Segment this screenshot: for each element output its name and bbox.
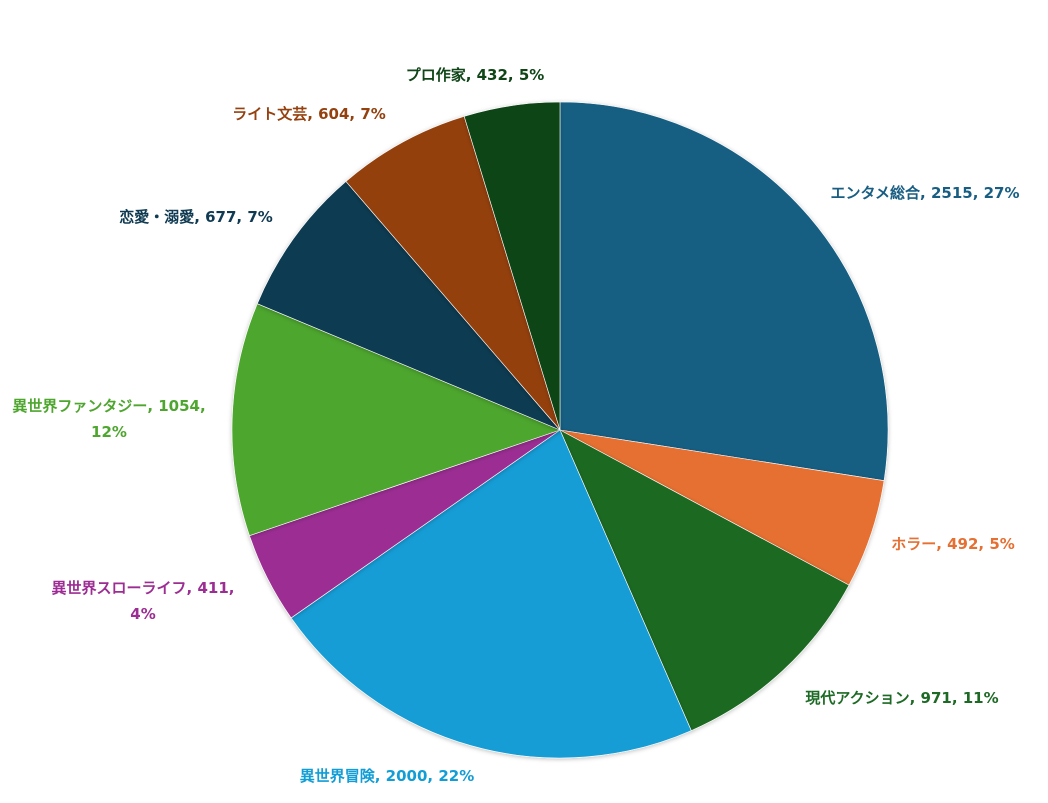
slice-label-7: 恋愛・溺愛, 677, 7% [119, 208, 273, 226]
slice-label-line: ホラー, 492, 5% [891, 535, 1015, 553]
slice-label-line: 恋愛・溺愛, 677, 7% [119, 208, 273, 226]
slice-label-line: 現代アクション, 971, 11% [805, 689, 998, 707]
slice-label-3: 現代アクション, 971, 11% [805, 689, 998, 707]
slice-label-2: ホラー, 492, 5% [891, 535, 1015, 553]
pie-slice-3 [559, 429, 850, 731]
slice-label-line: プロ作家, 432, 5% [406, 66, 545, 84]
pie-slice-8 [345, 115, 561, 431]
pie-slice-1 [559, 101, 889, 482]
pie-slice-4 [290, 429, 692, 759]
slice-label-line: ライト文芸, 604, 7% [232, 105, 386, 123]
slice-label-line: エンタメ総合, 2515, 27% [830, 184, 1019, 202]
slice-label-line: 異世界冒険, 2000, 22% [300, 767, 475, 785]
slice-label-percent: 12% [91, 423, 127, 441]
slice-label-4: 異世界冒険, 2000, 22% [300, 767, 475, 785]
slice-label-1: エンタメ総合, 2515, 27% [830, 184, 1019, 202]
pie-slice-9 [463, 101, 561, 431]
slice-label-6: 異世界ファンタジー, 1054, 12% [12, 397, 205, 441]
slice-label-9: プロ作家, 432, 5% [406, 66, 545, 84]
slice-label-percent: 4% [130, 605, 155, 623]
slice-label-5: 異世界スローライフ, 411, 4% [52, 579, 235, 623]
slice-label-line: 異世界ファンタジー, 1054, [12, 397, 205, 415]
pie-labels: エンタメ総合, 2515, 27% ホラー, 492, 5% 現代アクション, 97… [12, 66, 1019, 785]
slice-label-line: 異世界スローライフ, 411, [52, 579, 235, 597]
pie-slices [231, 101, 889, 759]
pie-slice-7 [256, 181, 561, 431]
slice-label-8: ライト文芸, 604, 7% [232, 105, 386, 123]
pie-slice-6 [231, 303, 561, 537]
